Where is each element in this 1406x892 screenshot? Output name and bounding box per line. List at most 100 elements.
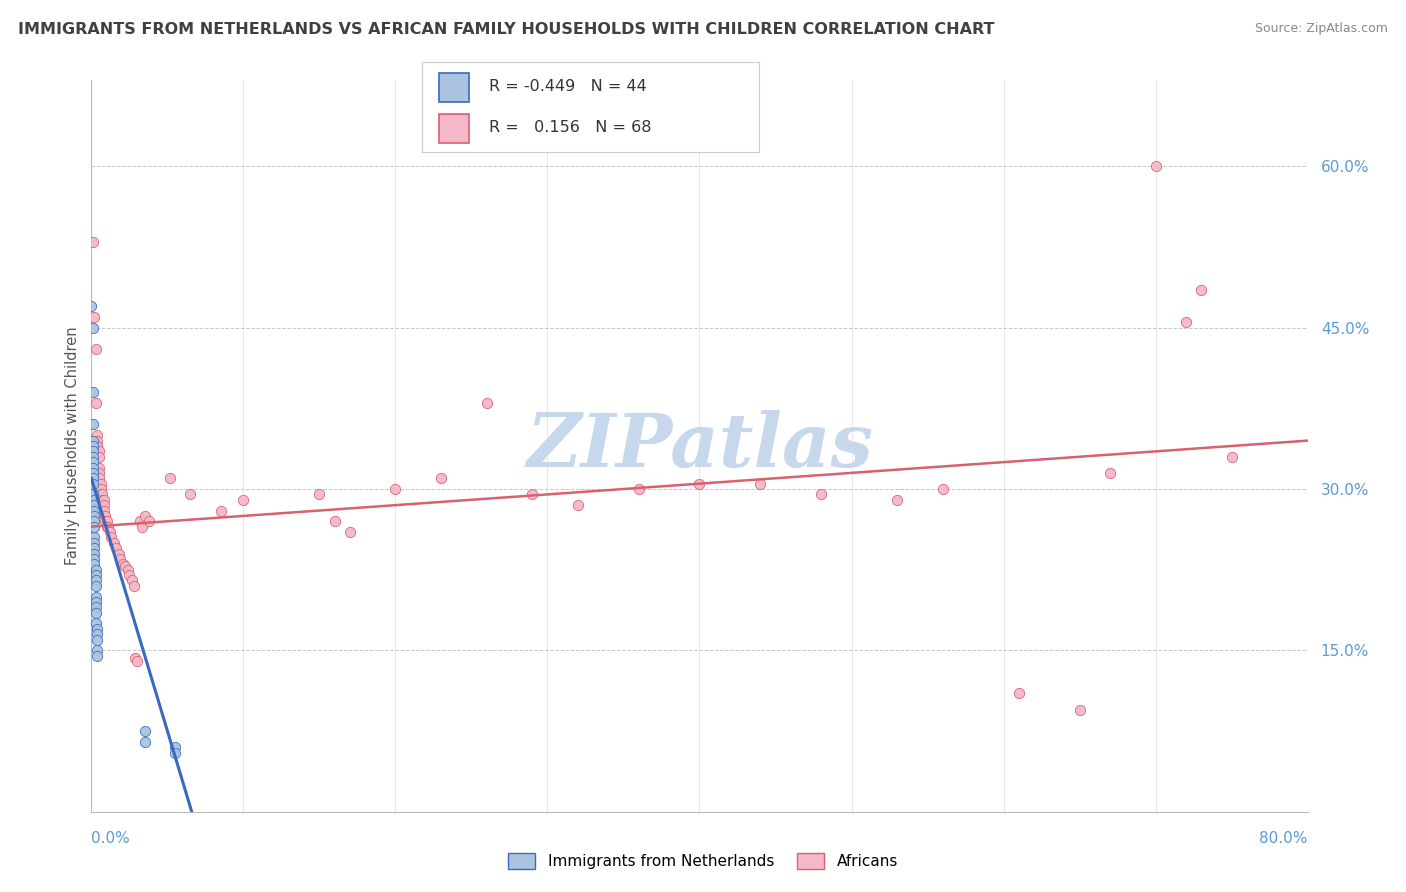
Point [114, 559, 136, 574]
Point [475, 396, 498, 410]
Point [82, 487, 104, 501]
Point [749, 476, 772, 491]
Text: R =   0.156   N = 68: R = 0.156 N = 68 [489, 120, 652, 135]
Point [84, 595, 107, 609]
Point [1220, 450, 1243, 464]
Point [82, 466, 104, 480]
Point [86, 648, 108, 663]
Text: 80.0%: 80.0% [1260, 831, 1308, 846]
Point [931, 482, 953, 496]
Point [129, 514, 152, 528]
Point [82, 417, 104, 432]
Point [1098, 466, 1121, 480]
Point [82, 444, 104, 458]
Point [83, 503, 105, 517]
Point [1144, 159, 1167, 173]
Point [232, 492, 254, 507]
Point [84, 563, 107, 577]
Point [886, 492, 908, 507]
Point [96, 514, 118, 528]
Point [83, 492, 105, 507]
Text: IMMIGRANTS FROM NETHERLANDS VS AFRICAN FAMILY HOUSEHOLDS WITH CHILDREN CORRELATI: IMMIGRANTS FROM NETHERLANDS VS AFRICAN F… [18, 22, 995, 37]
Point [82, 320, 104, 334]
Point [91, 492, 114, 507]
Point [94, 508, 117, 523]
Point [84, 590, 107, 604]
Point [163, 740, 186, 755]
Point [83, 552, 105, 566]
Point [522, 487, 544, 501]
Point [93, 503, 115, 517]
Point [82, 471, 104, 485]
FancyBboxPatch shape [439, 73, 470, 102]
Point [86, 627, 108, 641]
Point [112, 558, 135, 572]
Point [83, 498, 105, 512]
Point [94, 514, 117, 528]
Point [84, 579, 107, 593]
Point [138, 514, 160, 528]
Point [567, 498, 589, 512]
Point [82, 450, 104, 464]
Point [163, 746, 186, 760]
Point [83, 558, 105, 572]
Point [118, 568, 141, 582]
Point [104, 541, 127, 556]
Point [1189, 283, 1212, 297]
Point [89, 482, 111, 496]
Point [83, 514, 105, 528]
Point [87, 450, 110, 464]
Point [103, 536, 125, 550]
Text: ZIPatlas: ZIPatlas [526, 409, 873, 483]
Point [159, 471, 181, 485]
Point [87, 444, 110, 458]
Point [82, 385, 104, 400]
Point [1069, 702, 1091, 716]
Point [83, 508, 105, 523]
Point [86, 643, 108, 657]
Point [89, 487, 111, 501]
Point [1008, 686, 1031, 700]
Point [84, 574, 107, 588]
Point [134, 508, 156, 523]
Point [134, 724, 156, 739]
Legend: Immigrants from Netherlands, Africans: Immigrants from Netherlands, Africans [502, 847, 904, 875]
Point [122, 579, 145, 593]
Point [627, 482, 650, 496]
Point [80, 299, 103, 313]
Point [97, 519, 120, 533]
Text: 0.0%: 0.0% [91, 831, 131, 846]
Point [83, 530, 105, 544]
Point [84, 600, 107, 615]
Point [82, 434, 104, 448]
Point [86, 439, 108, 453]
Point [86, 622, 108, 636]
Point [100, 530, 122, 544]
Point [179, 487, 201, 501]
Point [93, 498, 115, 512]
Point [84, 568, 107, 582]
Point [87, 471, 110, 485]
Y-axis label: Family Households with Children: Family Households with Children [65, 326, 80, 566]
Point [96, 519, 118, 533]
Point [124, 651, 146, 665]
Point [107, 547, 129, 561]
FancyBboxPatch shape [439, 114, 470, 143]
Point [209, 503, 232, 517]
Point [430, 471, 453, 485]
Text: Source: ZipAtlas.com: Source: ZipAtlas.com [1254, 22, 1388, 36]
Point [86, 428, 108, 442]
Point [87, 466, 110, 480]
Point [83, 519, 105, 533]
Point [86, 632, 108, 647]
Point [131, 519, 153, 533]
Point [83, 536, 105, 550]
Point [86, 434, 108, 448]
Point [93, 492, 115, 507]
Point [323, 514, 346, 528]
Point [82, 460, 104, 475]
Point [82, 455, 104, 469]
Point [117, 563, 139, 577]
Point [82, 439, 104, 453]
Point [121, 574, 143, 588]
